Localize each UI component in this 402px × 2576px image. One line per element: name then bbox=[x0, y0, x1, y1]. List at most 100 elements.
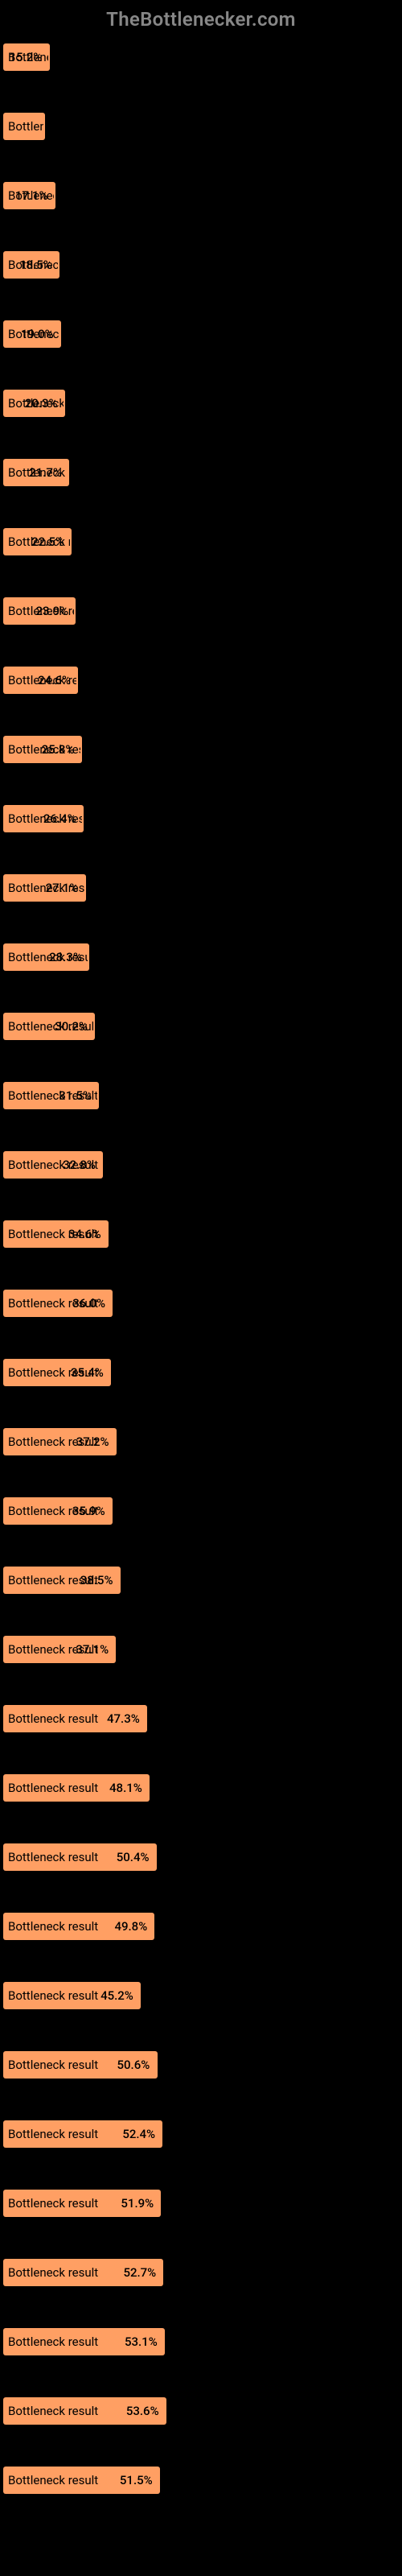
bar-row: Bottleneck result22.5% bbox=[3, 528, 399, 555]
bottleneck-result-link[interactable]: Bottleneck result38.5% bbox=[3, 1567, 399, 1594]
bar-row: Bottleneck result17.1% bbox=[3, 182, 399, 209]
bar-value: 35.4% bbox=[71, 1365, 104, 1380]
bar-value: 31.5% bbox=[59, 1088, 92, 1103]
bar-label: Bottleneck result bbox=[8, 1711, 98, 1726]
bar-label: Bottleneck result bbox=[8, 2334, 98, 2349]
bottleneck-result-link[interactable]: Bottleneck result18.5% bbox=[3, 251, 399, 279]
bottleneck-result-link[interactable]: Bottleneck result22.5% bbox=[3, 528, 399, 555]
bar-label: Bottleneck result bbox=[8, 119, 43, 134]
site-title: TheBottlenecker.com bbox=[106, 8, 296, 31]
bar-row: Bottleneck result18.5% bbox=[3, 251, 399, 279]
bar-value: 50.6% bbox=[117, 2058, 150, 2072]
bottleneck-result-link[interactable]: Bottleneck result31.5% bbox=[3, 1082, 399, 1109]
bar-row: Bottleneck result 47.3% bbox=[3, 1705, 399, 1732]
bottleneck-result-link[interactable]: Bottleneck result23.9% bbox=[3, 597, 399, 625]
bar-value: 15.2% bbox=[10, 50, 43, 64]
bottleneck-result-link[interactable]: Bottleneck result36.0% bbox=[3, 1290, 399, 1317]
bottleneck-result-link[interactable]: Bottleneck result19.0% bbox=[3, 320, 399, 348]
bar-row: Bottleneck result23.9% bbox=[3, 597, 399, 625]
bottleneck-result-link[interactable]: Bottleneck result37.1% bbox=[3, 1636, 399, 1663]
bottleneck-result-link[interactable]: Bottleneck result37.2% bbox=[3, 1428, 399, 1455]
page-header: TheBottlenecker.com bbox=[0, 0, 402, 43]
bar-row: Bottleneck result 49.8% bbox=[3, 1913, 399, 1940]
bar-value: 26.4% bbox=[43, 811, 76, 826]
bottleneck-result-link[interactable]: Bottleneck result17.1% bbox=[3, 182, 399, 209]
bar-value: 25.8% bbox=[42, 742, 75, 757]
bar-value: 53.6% bbox=[126, 2404, 159, 2418]
bar-label: Bottleneck result bbox=[8, 1919, 98, 1934]
bar-value: 28.3% bbox=[49, 950, 82, 964]
bottleneck-result-link[interactable]: Bottleneck result35.4% bbox=[3, 1359, 399, 1386]
bar-label: Bottleneck result bbox=[8, 2058, 98, 2072]
bar-value: 20.3% bbox=[25, 396, 58, 411]
bottleneck-result-link[interactable]: Bottleneck result30.2% bbox=[3, 1013, 399, 1040]
bottleneck-result-link[interactable]: Bottleneck result 47.3% bbox=[3, 1705, 399, 1732]
bar-row: Bottleneck result27.1% bbox=[3, 874, 399, 902]
bottleneck-result-link[interactable]: Bottleneck result 48.1% bbox=[3, 1774, 399, 1802]
bar-label: Bottleneck result bbox=[8, 2473, 98, 2487]
bar-value: 21.7% bbox=[29, 465, 62, 480]
bar-row: Bottleneck result37.1% bbox=[3, 1636, 399, 1663]
bottleneck-result-link[interactable]: Bottleneck result26.4% bbox=[3, 805, 399, 832]
bottleneck-result-link[interactable]: Bottleneck result53.1% bbox=[3, 2328, 399, 2355]
bar-value: 36.0% bbox=[72, 1296, 105, 1311]
bar-row: Bottleneck result53.1% bbox=[3, 2328, 399, 2355]
bottleneck-result-link[interactable]: Bottleneck result 49.8% bbox=[3, 1913, 399, 1940]
bar-value: 52.7% bbox=[123, 2265, 156, 2280]
bottleneck-result-link[interactable]: Bottleneck result 13.8% bbox=[3, 113, 399, 140]
bar-value: 49.8% bbox=[114, 1919, 147, 1934]
bar-row: Bottleneck result36.0% bbox=[3, 1290, 399, 1317]
bar-row: Bottleneck result51.9% bbox=[3, 2190, 399, 2217]
bar-row: Bottleneck result 50.6% bbox=[3, 2051, 399, 2079]
bottleneck-result-link[interactable]: Bottleneck result34.6% bbox=[3, 1220, 399, 1248]
bar-row: Bottleneck result50.4% bbox=[3, 1843, 399, 1871]
bar-row: Bottleneck result30.2% bbox=[3, 1013, 399, 1040]
bar-label: Bottleneck result bbox=[8, 2196, 98, 2211]
bar-value: 22.5% bbox=[31, 535, 64, 549]
bottleneck-result-link[interactable]: Bottleneck result25.8% bbox=[3, 736, 399, 763]
bottleneck-result-link[interactable]: Bottleneck result27.1% bbox=[3, 874, 399, 902]
bottleneck-result-link[interactable]: Bottleneck result20.3% bbox=[3, 390, 399, 417]
bottleneck-result-link[interactable]: Bottleneck result28.3% bbox=[3, 943, 399, 971]
bar-value: 47.3% bbox=[107, 1711, 140, 1726]
bar-value: 32.8% bbox=[63, 1158, 96, 1172]
bar-value: 35.9% bbox=[72, 1504, 105, 1518]
bar-row: Bottleneck result45.2% bbox=[3, 1982, 399, 2009]
bar-label: Bottleneck result bbox=[8, 2265, 98, 2280]
bar-value: 17.1% bbox=[15, 188, 48, 203]
bar-row: Bottleneck result19.0% bbox=[3, 320, 399, 348]
bar-value: 37.2% bbox=[76, 1435, 109, 1449]
bottleneck-result-link[interactable]: Bottleneck result 52.7% bbox=[3, 2259, 399, 2286]
bottleneck-result-link[interactable]: Bottleneck result32.8% bbox=[3, 1151, 399, 1179]
bottleneck-result-link[interactable]: Bottleneck result21.7% bbox=[3, 459, 399, 486]
bar-row: Bottleneck result 13.8% bbox=[3, 113, 399, 140]
bar-row: Bottleneck result15.2% bbox=[3, 43, 399, 71]
bar-row: Bottleneck result 48.1% bbox=[3, 1774, 399, 1802]
bar-value: 27.1% bbox=[46, 881, 79, 895]
bar-value: 48.1% bbox=[109, 1781, 142, 1795]
bottleneck-result-link[interactable]: Bottleneck result 50.6% bbox=[3, 2051, 399, 2079]
bottleneck-result-link[interactable]: Bottleneck result51.9% bbox=[3, 2190, 399, 2217]
bar-label: Bottleneck result bbox=[8, 1781, 98, 1795]
bar-row: Bottleneck result25.8% bbox=[3, 736, 399, 763]
bottleneck-result-link[interactable]: Bottleneck result24.6% bbox=[3, 667, 399, 694]
bar-row: Bottleneck result37.2% bbox=[3, 1428, 399, 1455]
bar-row: Bottleneck result31.5% bbox=[3, 1082, 399, 1109]
bottleneck-result-link[interactable]: Bottleneck result35.9% bbox=[3, 1497, 399, 1525]
bottleneck-result-link[interactable]: Bottleneck result51.5% bbox=[3, 2467, 399, 2494]
bottleneck-result-link[interactable]: Bottleneck result52.4% bbox=[3, 2120, 399, 2148]
bottleneck-result-link[interactable]: Bottleneck result53.6% bbox=[3, 2397, 399, 2425]
bar-row: Bottleneck result53.6% bbox=[3, 2397, 399, 2425]
bar-label: Bottleneck result bbox=[8, 1988, 98, 2003]
bar-row: Bottleneck result35.9% bbox=[3, 1497, 399, 1525]
bar-value: 18.5% bbox=[19, 258, 52, 272]
bar-value: 52.4% bbox=[122, 2127, 155, 2141]
bottleneck-result-link[interactable]: Bottleneck result50.4% bbox=[3, 1843, 399, 1871]
bottleneck-result-link[interactable]: Bottleneck result15.2% bbox=[3, 43, 399, 71]
bar-value: 38.5% bbox=[80, 1573, 113, 1587]
bar-value: 13.8% bbox=[48, 119, 81, 134]
bar-row: Bottleneck result32.8% bbox=[3, 1151, 399, 1179]
bottleneck-result-link[interactable]: Bottleneck result45.2% bbox=[3, 1982, 399, 2009]
bar-row: Bottleneck result 52.7% bbox=[3, 2259, 399, 2286]
bar-row: Bottleneck result26.4% bbox=[3, 805, 399, 832]
